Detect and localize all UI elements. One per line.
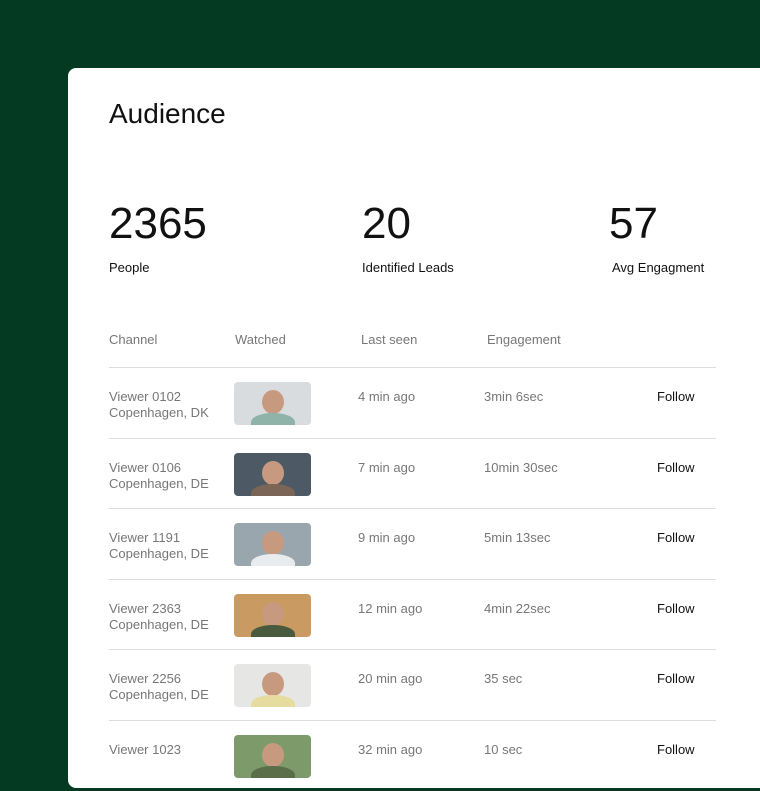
person-head	[261, 672, 284, 696]
last-seen-cell: 32 min ago	[358, 741, 423, 757]
person-body	[250, 765, 295, 778]
viewer-location: Copenhagen, DE	[109, 687, 209, 702]
stat-avg-engagement: 57 Avg Engagment	[609, 199, 705, 276]
follow-button[interactable]: Follow	[657, 459, 695, 475]
last-seen-cell: 12 min ago	[358, 600, 423, 616]
column-header-watched: Watched	[235, 332, 286, 347]
person-head	[261, 390, 284, 414]
stat-value: 20	[362, 199, 411, 248]
person-body	[250, 695, 295, 707]
table-row: Viewer 2256 Copenhagen, DE 20 min ago 35 …	[109, 649, 716, 720]
channel-cell: Viewer 2363 Copenhagen, DE	[109, 601, 209, 633]
table-row: Viewer 2363 Copenhagen, DE 12 min ago 4mi…	[109, 578, 716, 650]
engagement-cell: 10min 30sec	[484, 459, 558, 475]
engagement-cell: 5min 13sec	[484, 530, 551, 545]
viewer-location: Copenhagen, DE	[109, 546, 209, 561]
column-header-last-seen: Last seen	[361, 332, 418, 347]
stat-identified-leads: 20 Identified Leads	[362, 199, 454, 276]
person-body	[250, 483, 295, 496]
watched-thumbnail[interactable]	[234, 452, 311, 496]
last-seen-cell: 20 min ago	[358, 671, 423, 686]
watched-thumbnail[interactable]	[234, 382, 311, 425]
follow-button[interactable]: Follow	[657, 741, 695, 757]
column-header-channel: Channel	[109, 332, 158, 347]
channel-cell: Viewer 0102 Copenhagen, DK	[109, 389, 209, 421]
table-row: Viewer 1191 Copenhagen, DE 9 min ago 5min…	[109, 508, 716, 579]
table-row: Viewer 0106 Copenhagen, DE 7 min ago 10mi…	[109, 437, 716, 509]
viewer-location: Copenhagen, DK	[109, 405, 209, 420]
viewer-name: Viewer 2363	[109, 600, 182, 616]
channel-cell: Viewer 2256 Copenhagen, DE	[109, 671, 209, 703]
viewer-name: Viewer 1023	[109, 741, 182, 757]
engagement-cell: 10 sec	[484, 741, 523, 757]
stat-label: Avg Engagment	[612, 260, 705, 275]
table-row: Viewer 1023 32 min ago 10 sec Follow	[109, 719, 716, 791]
follow-button[interactable]: Follow	[657, 530, 695, 545]
stat-value: 57	[609, 199, 658, 248]
watched-thumbnail[interactable]	[234, 593, 311, 637]
watched-thumbnail[interactable]	[234, 664, 311, 707]
stat-label: Identified Leads	[362, 260, 454, 275]
viewer-name: Viewer 0102	[109, 389, 182, 404]
audience-card: Audience 2365 People 20 Identified Leads…	[68, 68, 760, 788]
watched-thumbnail[interactable]	[234, 523, 311, 566]
person-body	[250, 413, 295, 425]
column-header-engagement: Engagement	[487, 332, 561, 347]
engagement-cell: 35 sec	[484, 671, 523, 686]
person-body	[250, 624, 295, 637]
follow-button[interactable]: Follow	[657, 671, 695, 686]
watched-thumbnail[interactable]	[234, 734, 311, 778]
stat-label: People	[109, 260, 150, 275]
last-seen-cell: 7 min ago	[358, 459, 416, 475]
channel-cell: Viewer 1191 Copenhagen, DE	[109, 530, 209, 562]
viewer-name: Viewer 0106	[109, 459, 182, 475]
engagement-cell: 4min 22sec	[484, 600, 551, 616]
viewer-location: Copenhagen, DE	[109, 475, 209, 491]
person-head	[261, 531, 284, 555]
engagement-cell: 3min 6sec	[484, 389, 544, 404]
person-head	[261, 742, 284, 767]
viewer-name: Viewer 2256	[109, 671, 182, 686]
last-seen-cell: 4 min ago	[358, 389, 416, 404]
channel-cell: Viewer 0106 Copenhagen, DE	[109, 460, 209, 492]
follow-button[interactable]: Follow	[657, 389, 695, 404]
person-head	[261, 460, 284, 485]
person-head	[261, 601, 284, 626]
table-row: Viewer 0102 Copenhagen, DK 4 min ago 3min…	[109, 367, 716, 438]
stat-people: 2365 People	[109, 199, 207, 276]
viewer-location: Copenhagen, DE	[109, 616, 209, 632]
page-title: Audience	[109, 98, 226, 129]
last-seen-cell: 9 min ago	[358, 530, 416, 545]
follow-button[interactable]: Follow	[657, 600, 695, 616]
channel-cell: Viewer 1023	[109, 742, 181, 758]
stat-value: 2365	[109, 199, 207, 248]
person-body	[250, 554, 295, 566]
viewer-name: Viewer 1191	[109, 530, 181, 545]
